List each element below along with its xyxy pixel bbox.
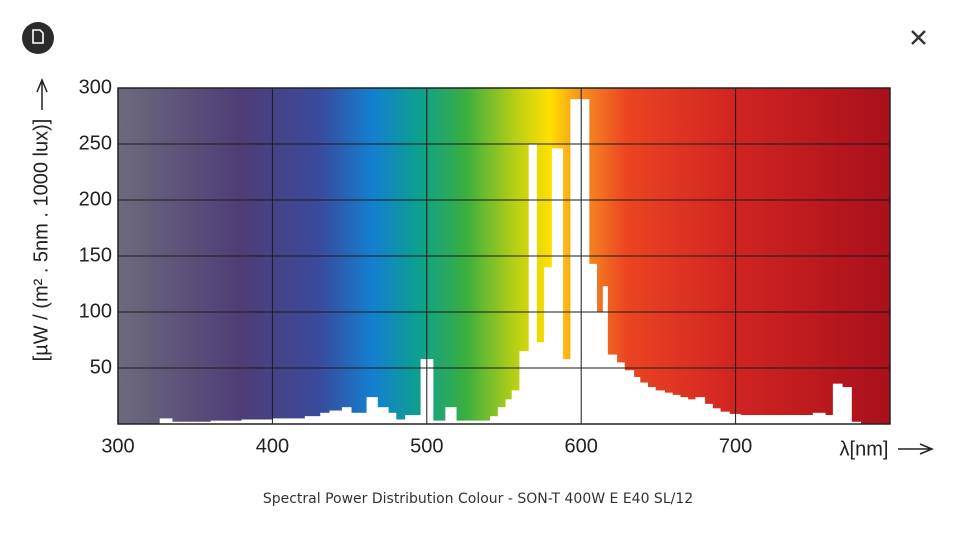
spectrum-step bbox=[497, 407, 506, 424]
x-tick-label: 700 bbox=[719, 435, 752, 457]
spectrum-step bbox=[241, 419, 273, 424]
close-icon bbox=[911, 30, 926, 45]
spectrum-step bbox=[616, 362, 625, 424]
y-tick-label: 150 bbox=[79, 244, 112, 266]
spectrum-step bbox=[624, 370, 635, 424]
spectrum-step bbox=[639, 382, 648, 424]
spectrum-step bbox=[712, 408, 721, 424]
y-tick-label: 50 bbox=[90, 356, 112, 378]
spectrum-step bbox=[341, 407, 352, 424]
spectrum-step bbox=[655, 390, 665, 424]
spectrum-step bbox=[304, 416, 321, 424]
spectrum-step bbox=[456, 420, 491, 424]
y-tick-label: 300 bbox=[79, 76, 112, 98]
x-tick-label: 400 bbox=[256, 435, 289, 457]
spectrum-step bbox=[351, 412, 367, 424]
spectrum-step bbox=[842, 387, 852, 424]
spectrum-step bbox=[607, 354, 618, 424]
spectrum-step bbox=[490, 416, 499, 424]
spectrum-step bbox=[687, 399, 696, 424]
spectrum-step bbox=[832, 383, 843, 424]
spectrum-step bbox=[588, 263, 598, 424]
spectrum-step bbox=[664, 392, 673, 424]
spectrum-step bbox=[395, 419, 406, 424]
spectrum-step bbox=[544, 267, 553, 424]
spectrum-step bbox=[172, 421, 212, 424]
x-tick-label: 600 bbox=[565, 435, 598, 457]
x-tick-label: 300 bbox=[101, 435, 134, 457]
y-arrow bbox=[36, 78, 48, 110]
spectrum-step bbox=[647, 387, 656, 424]
spectrum-step bbox=[812, 412, 826, 424]
y-tick-label: 100 bbox=[79, 300, 112, 322]
spectrum-step bbox=[602, 286, 608, 424]
plot-frame bbox=[117, 87, 891, 425]
spectrum-step bbox=[695, 397, 706, 424]
spectrum-step bbox=[366, 397, 378, 424]
spectrum-step bbox=[680, 397, 689, 424]
y-tick-label: 250 bbox=[79, 132, 112, 154]
spectrum-step bbox=[551, 148, 564, 425]
spectrum-step bbox=[388, 412, 397, 424]
spectrum-step bbox=[672, 394, 681, 424]
spectrum-step bbox=[272, 418, 306, 424]
spectrum-step bbox=[760, 415, 814, 424]
info-icon bbox=[32, 29, 44, 44]
spectrum-step bbox=[445, 407, 457, 424]
spectrum-step bbox=[405, 415, 422, 424]
spectrum-step bbox=[633, 376, 641, 424]
spectrum-step bbox=[729, 413, 741, 424]
spectrum-step bbox=[720, 411, 730, 424]
spectrum-step bbox=[528, 144, 537, 424]
spectrum-step bbox=[570, 99, 590, 424]
spectrum-step bbox=[825, 415, 834, 424]
spectrum-step bbox=[320, 412, 330, 424]
spectrum-step bbox=[511, 390, 520, 424]
spectrum-step bbox=[377, 407, 389, 424]
y-tick-label: 200 bbox=[79, 188, 112, 210]
spectrum-step bbox=[159, 418, 173, 424]
spectrum-step bbox=[562, 359, 571, 424]
plot bbox=[117, 87, 890, 425]
caption: Spectral Power Distribution Colour - SON… bbox=[263, 491, 693, 507]
y-axis-label: [µW / (m² . 5nm . 1000 lux)] bbox=[30, 119, 52, 362]
spectrum-step bbox=[210, 420, 242, 424]
info-button[interactable] bbox=[22, 22, 54, 54]
spectrum-step bbox=[505, 399, 513, 424]
x-tick-label: 500 bbox=[410, 435, 443, 457]
x-axis-label: λ[nm] bbox=[840, 438, 889, 460]
spectrum-step bbox=[704, 403, 713, 424]
close-button[interactable] bbox=[911, 30, 926, 45]
spectrum-step bbox=[740, 415, 761, 424]
x-arrow bbox=[898, 443, 934, 455]
spectrum-step bbox=[851, 421, 862, 424]
spectrum-step bbox=[432, 420, 446, 424]
spectrum-step bbox=[536, 342, 545, 424]
spectrum-step bbox=[519, 351, 530, 424]
spectrum-step bbox=[329, 410, 343, 424]
